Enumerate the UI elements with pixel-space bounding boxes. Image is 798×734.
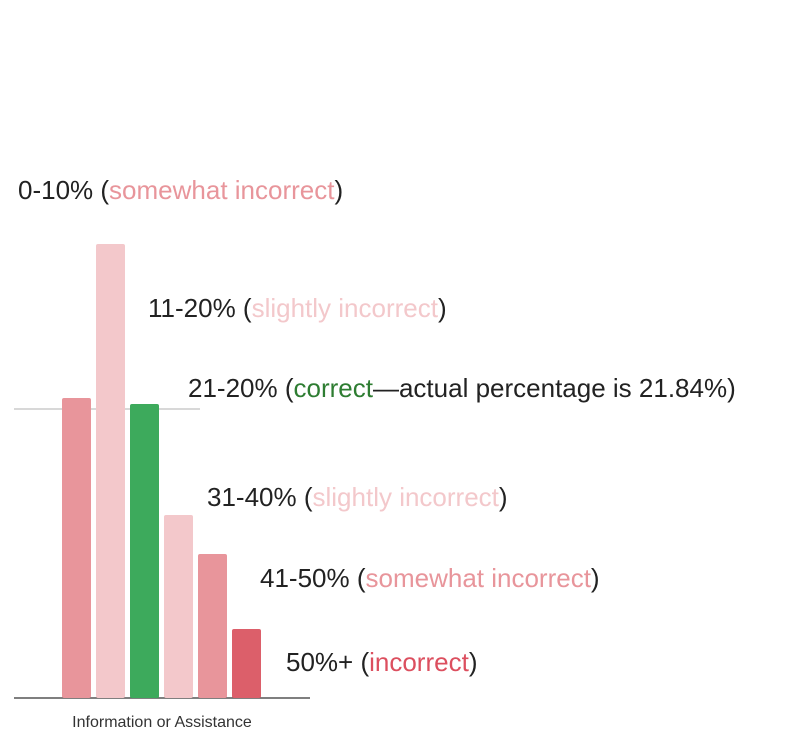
bar — [130, 404, 159, 698]
annotation-text: slightly incorrect — [312, 482, 499, 512]
annotation-text: ) — [590, 563, 600, 593]
bar-annotation: 0-10% (somewhat incorrect) — [18, 174, 343, 206]
annotation-text: ) — [498, 482, 508, 512]
bar — [164, 515, 193, 698]
x-axis-label: Information or Assistance — [72, 714, 252, 731]
annotation-text: ) — [334, 175, 344, 205]
bar — [62, 398, 91, 698]
annotation-text: 31-40% ( — [207, 482, 313, 512]
annotation-text: somewhat incorrect — [365, 563, 591, 593]
annotation-text: slightly incorrect — [251, 293, 438, 323]
annotation-text: 11-20% ( — [148, 293, 252, 323]
annotation-text: ) — [437, 293, 447, 323]
annotation-text: —actual percentage is 21.84%) — [372, 373, 736, 403]
annotation-text: 0-10% ( — [18, 175, 110, 205]
bar-annotation: 21-20% (correct—actual percentage is 21.… — [188, 373, 793, 403]
bar — [198, 554, 227, 698]
annotation-text: incorrect — [369, 647, 469, 677]
annotation-text: correct — [293, 373, 373, 403]
annotation-text: somewhat incorrect — [109, 175, 335, 205]
annotation-text: ) — [468, 647, 478, 677]
bar — [96, 244, 125, 698]
bar-annotation: 11-20% (slightly incorrect) — [148, 292, 447, 324]
bar-annotation: 50%+ (incorrect) — [286, 646, 477, 678]
annotation-text: 21-20% ( — [188, 373, 294, 403]
bar — [232, 629, 261, 698]
annotation-text: 41-50% ( — [260, 563, 366, 593]
annotation-text: 50%+ ( — [286, 647, 370, 677]
bar-annotation: 41-50% (somewhat incorrect) — [260, 562, 600, 594]
bar-annotation: 31-40% (slightly incorrect) — [207, 481, 508, 513]
